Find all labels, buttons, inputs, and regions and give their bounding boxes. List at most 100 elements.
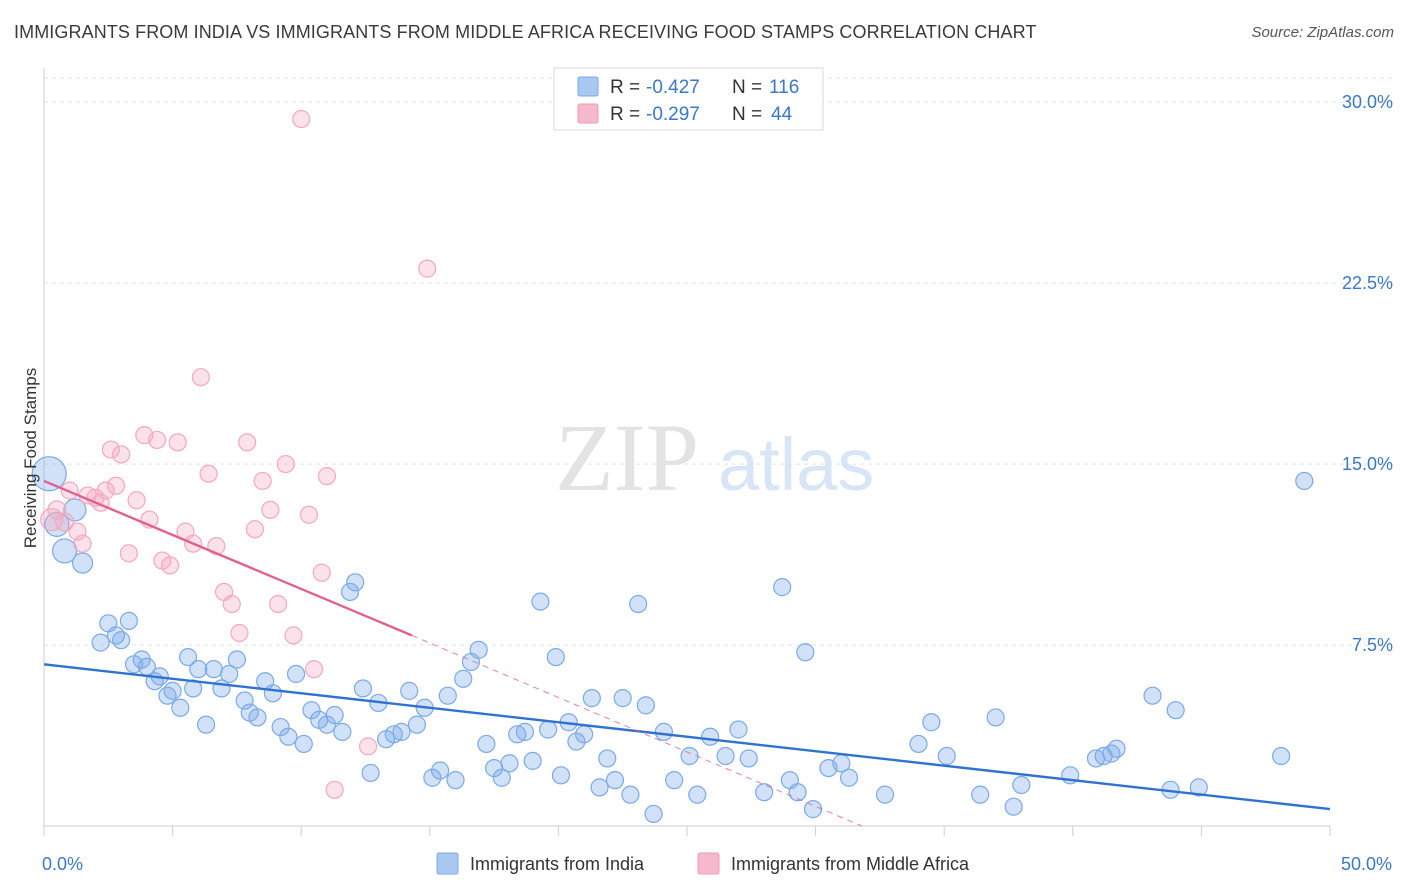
data-point <box>1004 797 1023 816</box>
data-point <box>392 722 411 741</box>
series-middle-africa-points <box>40 109 437 799</box>
data-point <box>112 445 131 464</box>
stats-n-label: N = <box>732 77 762 98</box>
data-point <box>430 761 450 780</box>
data-point <box>575 725 594 744</box>
data-point <box>773 578 792 597</box>
data-point <box>358 737 378 756</box>
data-point <box>629 594 648 614</box>
data-point <box>178 647 198 667</box>
data-point <box>567 732 586 751</box>
data-point <box>613 689 632 708</box>
data-point <box>1012 775 1031 795</box>
trend-line-india <box>43 663 1331 811</box>
data-point <box>477 734 496 754</box>
data-point <box>286 664 306 684</box>
data-point <box>230 623 249 643</box>
data-point <box>729 720 748 739</box>
data-point <box>500 754 519 773</box>
data-point <box>96 481 115 500</box>
data-point <box>284 626 303 645</box>
data-point <box>361 763 380 783</box>
y-axis-label: Receiving Food Stamps <box>21 368 40 548</box>
data-point <box>423 768 442 787</box>
data-point <box>63 498 87 522</box>
data-point <box>196 715 216 734</box>
data-point <box>160 556 180 575</box>
data-point <box>302 701 321 720</box>
y-tick-labels: 7.5% 15.0% 22.5% 30.0% <box>1342 92 1393 655</box>
y-tick-label: 22.5% <box>1342 273 1393 293</box>
data-point <box>292 109 311 129</box>
data-point <box>407 715 427 734</box>
data-point <box>106 626 126 645</box>
data-point <box>1295 471 1314 491</box>
data-point <box>54 512 75 532</box>
data-point <box>91 633 110 652</box>
data-point <box>469 640 488 659</box>
data-point <box>222 594 241 614</box>
data-point <box>605 771 625 790</box>
data-point <box>546 647 565 667</box>
data-point <box>268 594 288 614</box>
data-point <box>716 746 735 766</box>
data-point <box>163 681 182 700</box>
data-point <box>127 491 146 510</box>
data-point <box>636 696 655 715</box>
watermark-atlas: atlas <box>718 423 874 506</box>
data-point <box>51 538 78 564</box>
data-point <box>446 771 465 790</box>
data-point <box>654 722 673 741</box>
data-point <box>119 611 138 631</box>
data-point <box>333 722 352 741</box>
data-point <box>40 507 64 532</box>
data-point <box>271 717 290 737</box>
data-point <box>598 749 617 768</box>
data-point <box>1189 778 1208 797</box>
stats-swatch-middle-africa <box>577 103 599 124</box>
stats-n-value: 116 <box>769 77 799 98</box>
data-point <box>1272 746 1291 766</box>
data-point <box>1143 686 1162 705</box>
x-tick-labels: 0.0% 50.0% <box>42 854 1392 874</box>
data-point <box>294 734 313 754</box>
data-point <box>590 778 609 797</box>
data-point <box>971 785 990 804</box>
data-point <box>531 592 550 611</box>
stats-r-value: -0.427 <box>646 77 700 98</box>
data-point <box>119 544 138 563</box>
data-point <box>158 686 177 705</box>
data-point <box>454 669 473 688</box>
x-tick-label: 0.0% <box>42 854 83 874</box>
data-point <box>112 631 131 650</box>
stats-box: R = -0.427 N = 116 R = -0.297 N = 44 <box>553 67 824 131</box>
data-point <box>582 689 601 708</box>
data-point <box>680 746 699 766</box>
data-point <box>299 505 319 524</box>
source-label: Source: ZipAtlas.com <box>1251 24 1394 41</box>
data-point <box>492 768 511 787</box>
data-point <box>325 780 344 799</box>
data-point <box>418 259 437 278</box>
data-point <box>644 804 663 824</box>
data-point <box>220 664 239 684</box>
data-point <box>276 454 295 474</box>
y-tick-label: 15.0% <box>1342 454 1393 474</box>
data-point <box>353 679 373 698</box>
data-point <box>261 500 280 520</box>
y-tick-label: 30.0% <box>1342 92 1393 112</box>
legend-label-india: Immigrants from India <box>470 854 645 874</box>
data-point <box>438 686 457 705</box>
data-point <box>148 430 167 450</box>
data-point <box>106 476 126 495</box>
data-point <box>73 534 92 553</box>
chart-title: IMMIGRANTS FROM INDIA VS IMMIGRANTS FROM… <box>14 22 1037 42</box>
series-india-points <box>31 456 1314 824</box>
data-point <box>68 522 87 541</box>
data-point <box>539 720 558 739</box>
data-point <box>191 368 210 387</box>
data-point <box>31 456 67 492</box>
data-point <box>248 708 267 727</box>
x-tick-label: 50.0% <box>1341 854 1392 874</box>
